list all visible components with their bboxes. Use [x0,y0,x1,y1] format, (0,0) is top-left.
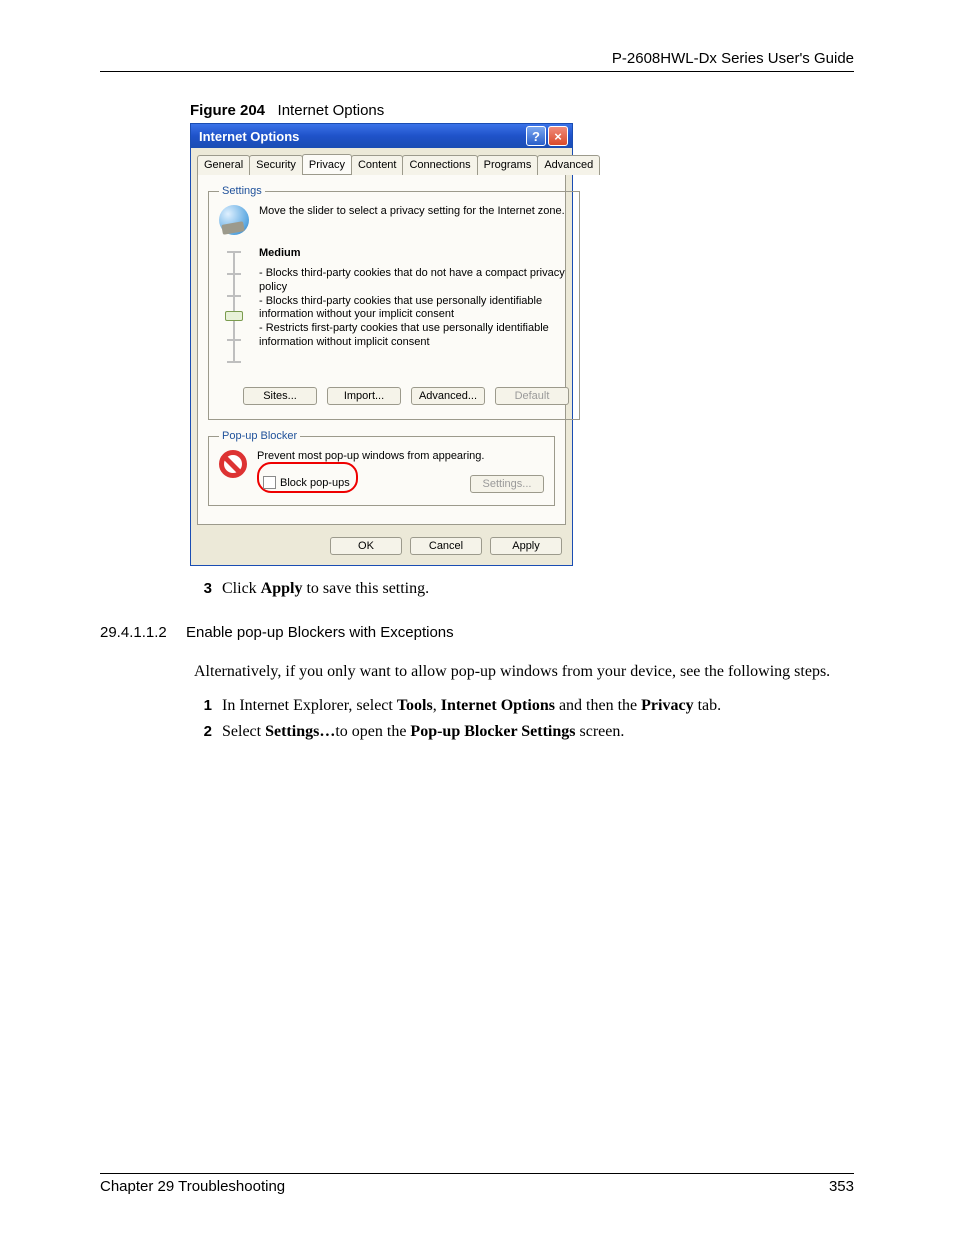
tab-general[interactable]: General [197,155,250,175]
footer-right: 353 [829,1178,854,1195]
no-entry-icon [219,450,247,478]
highlight-ring: Block pop-ups [257,462,358,493]
s1-c: , [433,697,441,714]
figure-caption: Figure 204 Internet Options [190,102,854,119]
popup-text: Prevent most pop-up windows from appeari… [257,450,544,462]
ok-button[interactable]: OK [330,537,402,555]
s2-d: Pop-up Blocker Settings [410,723,575,740]
privacy-slider[interactable] [223,247,245,367]
block-popups-label: Block pop-ups [280,477,350,489]
step3-c: to save this setting. [302,580,429,597]
settings-group: Settings Move the slider to select a pri… [208,185,580,420]
step-1: 1 In Internet Explorer, select Tools, In… [194,697,854,715]
help-icon[interactable]: ? [526,126,546,146]
s2-b: Settings… [265,723,335,740]
tab-privacy[interactable]: Privacy [302,154,352,174]
privacy-level-label: Medium [259,247,569,259]
popup-legend: Pop-up Blocker [219,430,300,442]
step3-b: Apply [261,580,303,597]
section-heading: 29.4.1.1.2Enable pop-up Blockers with Ex… [100,624,854,641]
tab-advanced[interactable]: Advanced [537,155,600,175]
page-footer: Chapter 29 Troubleshooting 353 [100,1173,854,1195]
section-title: Enable pop-up Blockers with Exceptions [186,624,454,641]
header-guide-title: P-2608HWL-Dx Series User's Guide [100,50,854,71]
bullet-3: - Restricts first-party cookies that use… [259,322,569,350]
step-2-num: 2 [194,723,212,740]
popup-blocker-group: Pop-up Blocker Prevent most pop-up windo… [208,430,555,506]
apply-button[interactable]: Apply [490,537,562,555]
s1-d: Internet Options [441,697,555,714]
dialog-titlebar: Internet Options ? × [191,124,572,148]
step-3: 3 Click Apply to save this setting. [194,580,854,598]
s2-c: to open the [335,723,410,740]
tab-content[interactable]: Content [351,155,404,175]
privacy-bullets: - Blocks third-party cookies that do not… [259,267,569,350]
tab-row: General Security Privacy Content Connect… [197,154,566,174]
tab-connections[interactable]: Connections [402,155,477,175]
s1-e: and then the [555,697,641,714]
step-3-num: 3 [194,580,212,597]
step3-a: Click [222,580,261,597]
sites-button[interactable]: Sites... [243,387,317,405]
step-1-num: 1 [194,697,212,714]
s2-a: Select [222,723,265,740]
step-2: 2 Select Settings…to open the Pop-up Blo… [194,723,854,741]
s1-a: In Internet Explorer, select [222,697,397,714]
slider-thumb-icon[interactable] [225,311,243,321]
s1-b: Tools [397,697,433,714]
s2-e: screen. [575,723,624,740]
close-icon[interactable]: × [548,126,568,146]
section-number: 29.4.1.1.2 [100,624,186,641]
figure-title: Internet Options [278,102,385,119]
settings-intro: Move the slider to select a privacy sett… [259,205,565,217]
settings-legend: Settings [219,185,265,197]
paragraph-1: Alternatively, if you only want to allow… [194,661,854,683]
s1-f: Privacy [641,697,693,714]
globe-slider-icon [219,205,249,235]
tab-security[interactable]: Security [249,155,303,175]
figure-number: Figure 204 [190,102,265,119]
block-popups-checkbox[interactable] [263,476,276,489]
tab-programs[interactable]: Programs [477,155,539,175]
cancel-button[interactable]: Cancel [410,537,482,555]
internet-options-dialog: Internet Options ? × General Security Pr… [190,123,573,566]
popup-settings-button[interactable]: Settings... [470,475,544,493]
dialog-title: Internet Options [199,129,299,144]
bullet-1: - Blocks third-party cookies that do not… [259,267,569,295]
s1-g: tab. [694,697,722,714]
tab-body: Settings Move the slider to select a pri… [197,174,566,525]
header-rule [100,71,854,72]
default-button[interactable]: Default [495,387,569,405]
footer-left: Chapter 29 Troubleshooting [100,1178,285,1195]
bullet-2: - Blocks third-party cookies that use pe… [259,295,569,323]
import-button[interactable]: Import... [327,387,401,405]
advanced-button[interactable]: Advanced... [411,387,485,405]
